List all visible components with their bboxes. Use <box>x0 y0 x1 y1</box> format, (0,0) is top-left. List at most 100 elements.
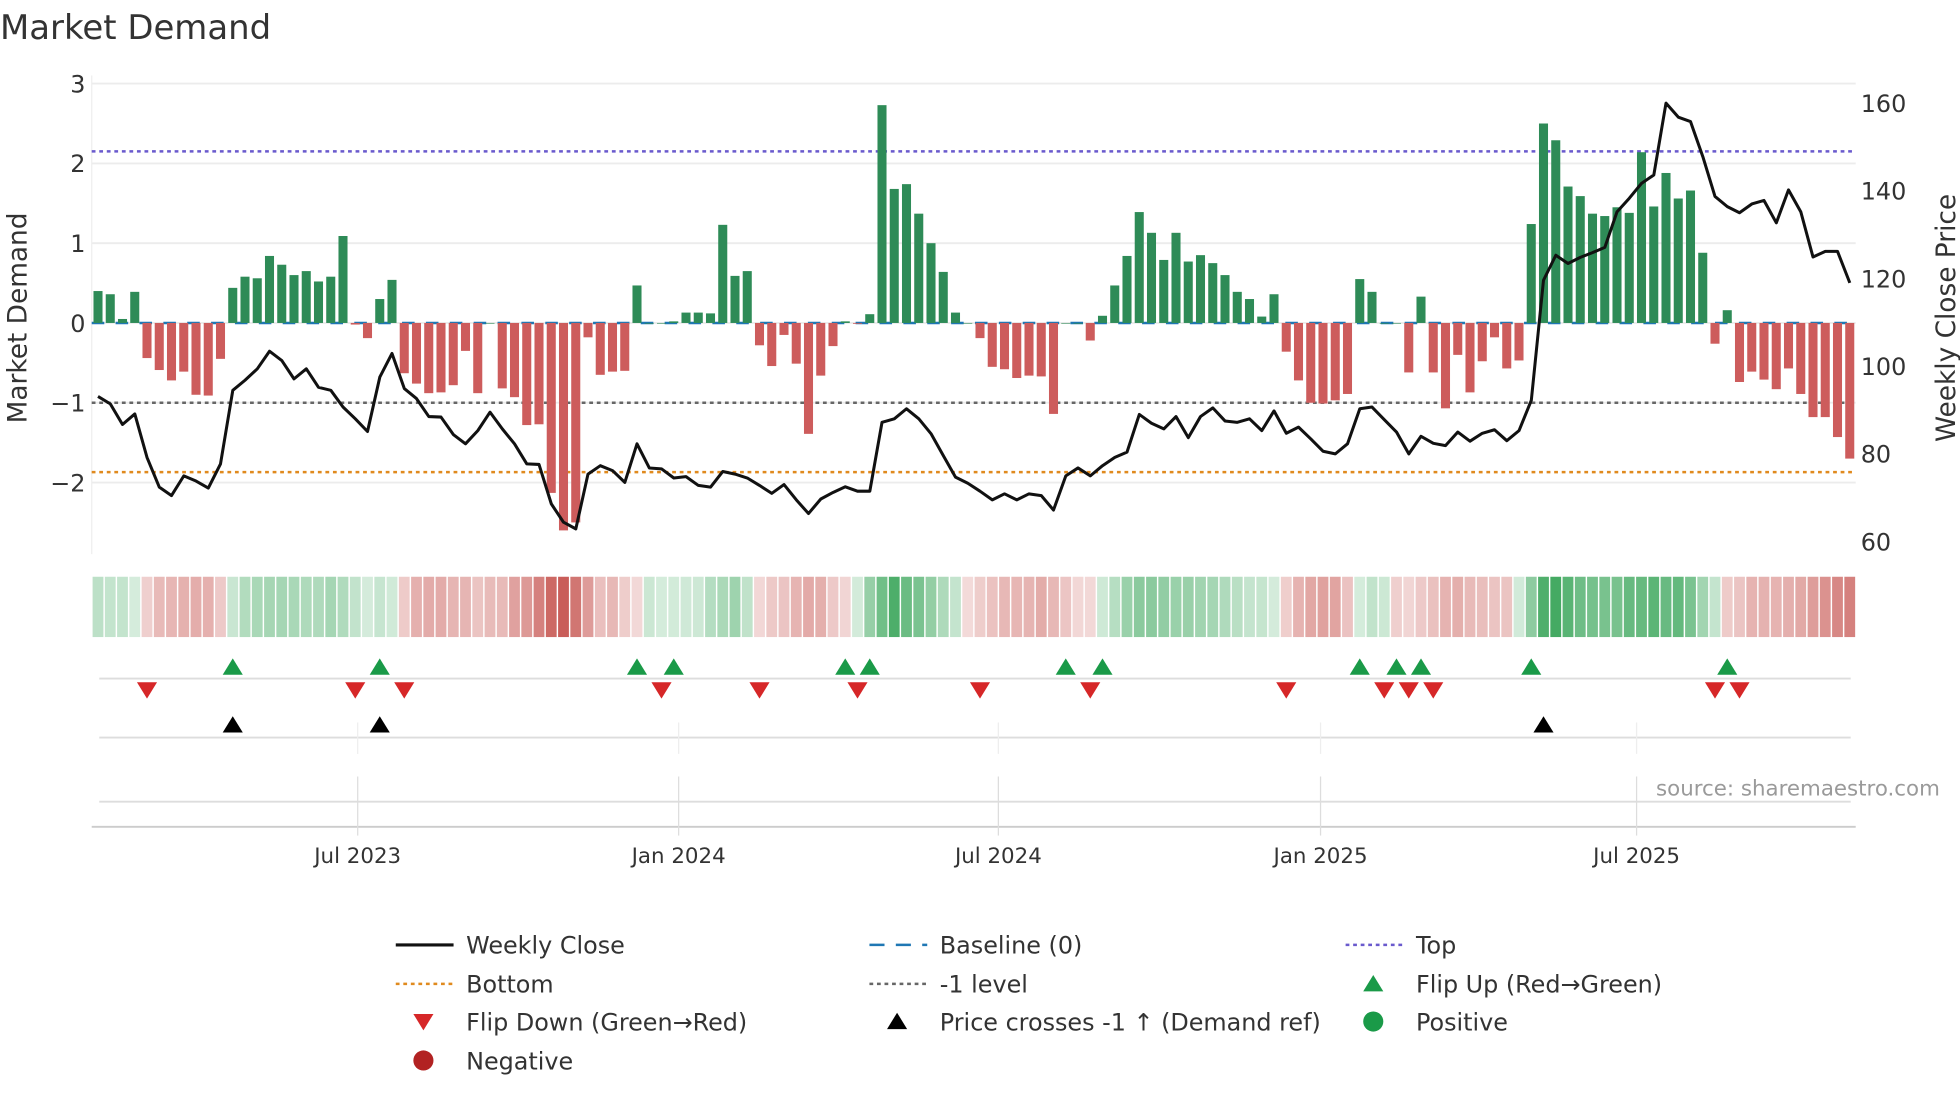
heatmap-cell <box>92 576 104 638</box>
heatmap-cell <box>1464 576 1476 638</box>
heatmap-cell <box>1660 576 1672 638</box>
negative-bar <box>460 322 471 351</box>
positive-bar <box>1061 322 1071 324</box>
heatmap-cell <box>1538 576 1549 638</box>
positive-bar <box>1575 196 1585 323</box>
negative-bar <box>411 322 422 384</box>
positive-bar <box>1416 296 1426 323</box>
y-tick-label: 2 <box>70 150 85 178</box>
positive-bar <box>1208 263 1218 323</box>
y-tick-label: 1 <box>70 230 85 258</box>
heatmap-cell <box>1084 576 1096 638</box>
legend-label: -1 level <box>940 971 1028 999</box>
heatmap-cell <box>545 576 557 638</box>
y-ticks: 3 2 1 0 −1 −2 <box>50 70 85 497</box>
heatmap-cell <box>264 576 275 638</box>
heatmap-cell <box>1513 576 1525 638</box>
negative-bar <box>1808 322 1818 418</box>
heatmap-cell <box>374 576 386 638</box>
heatmap-cell <box>1734 576 1745 638</box>
heatmap-cell <box>1746 576 1758 638</box>
negative-bar <box>362 322 373 339</box>
heatmap-cell <box>680 576 692 638</box>
positive-bar <box>1698 252 1708 323</box>
flip-down-marker <box>394 682 415 699</box>
y2-ticks: 160 140 120 100 80 60 <box>1861 90 1907 556</box>
negative-bar <box>816 322 826 376</box>
negative-bar <box>1759 322 1769 380</box>
heatmap-cell <box>104 576 116 638</box>
negative-bar <box>436 322 446 393</box>
price-cross-marker <box>222 716 243 733</box>
heatmap-cell <box>1256 576 1268 638</box>
flip-up-marker <box>1386 658 1407 675</box>
heatmap-cell <box>386 576 398 638</box>
heatmap-cell <box>852 576 863 638</box>
negative-bar <box>779 322 789 335</box>
heatmap-cell <box>1182 576 1194 638</box>
positive-bar <box>705 313 716 323</box>
negative-bar <box>399 322 409 374</box>
positive-bar <box>1171 232 1181 323</box>
heatmap-cell <box>1219 576 1231 638</box>
negative-bar <box>191 322 201 395</box>
negative-bar <box>1465 322 1475 393</box>
flip-down-marker <box>1398 682 1419 699</box>
heatmap-cell <box>190 576 202 638</box>
positive-bar <box>105 294 115 323</box>
flip-down-marker <box>969 682 991 699</box>
legend-swatch-positive <box>1363 1011 1384 1032</box>
positive-bar <box>669 321 679 323</box>
heatmap-cell <box>1072 576 1084 638</box>
heatmap-cell <box>325 576 337 638</box>
heatmap-cell <box>215 576 226 638</box>
heatmap-cell <box>1305 576 1317 638</box>
heatmap-cell <box>766 576 778 638</box>
legend-label: Top <box>1415 932 1456 960</box>
heatmap-cell <box>1244 576 1255 638</box>
heatmap-cell <box>1819 576 1831 638</box>
heatmap-cell <box>864 576 876 638</box>
negative-bar <box>1453 322 1463 355</box>
heatmap-cell <box>1011 576 1023 638</box>
positive-bar <box>1685 190 1696 323</box>
flip-up-marker <box>1410 658 1432 675</box>
heatmap-cell <box>1293 576 1304 638</box>
heatmap-cell <box>1807 576 1819 638</box>
flip-up-marker <box>626 658 648 675</box>
negative-bar <box>828 322 838 347</box>
demand-heatmap-strip <box>92 576 1856 638</box>
heatmap-cell <box>1427 576 1439 638</box>
flip-up-marker <box>1521 658 1542 675</box>
x-tick-label: Jan 2025 <box>1272 844 1368 869</box>
negative-bar <box>1820 322 1830 418</box>
negative-bar <box>975 322 985 339</box>
negative-bar <box>852 322 863 324</box>
positive-bar <box>926 243 936 323</box>
positive-bar <box>1551 140 1561 323</box>
positive-bar <box>228 287 238 323</box>
heatmap-cell <box>1231 576 1243 638</box>
heatmap-cell <box>349 576 361 638</box>
heatmap-cell <box>398 576 410 638</box>
heatmap-cell <box>313 576 324 638</box>
heatmap-cell <box>1366 576 1378 638</box>
chart-title: Market Demand <box>0 8 271 47</box>
positive-bar <box>1526 224 1536 323</box>
negative-bar <box>558 322 569 531</box>
heatmap-cell <box>790 576 802 638</box>
positive-bar <box>1624 212 1634 323</box>
positive-bar <box>252 278 262 323</box>
negative-bar <box>1796 322 1806 394</box>
heatmap-cell <box>705 576 716 638</box>
heatmap-cell <box>1832 576 1843 638</box>
heatmap-cell <box>141 576 153 638</box>
positive-bar <box>1232 291 1242 323</box>
heatmap-cell <box>594 576 606 638</box>
positive-bar <box>718 224 728 323</box>
positive-bar <box>1367 291 1377 323</box>
positive-bar <box>93 291 103 323</box>
x-tick-label: Jul 2024 <box>953 844 1042 869</box>
legend-swatch-flip-down <box>413 1013 434 1031</box>
heatmap-cell <box>276 576 288 638</box>
